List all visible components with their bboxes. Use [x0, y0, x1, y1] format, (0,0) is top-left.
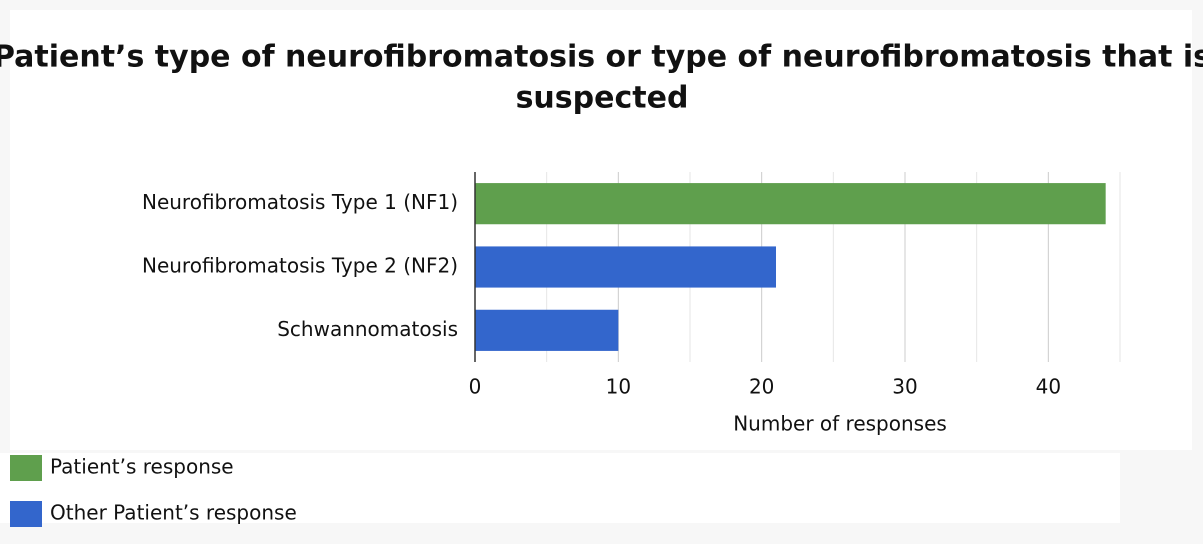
chart-title: Patient’s type of neurofibromatosis or t…: [0, 40, 1203, 75]
bar: [475, 309, 619, 351]
legend-label: Patient’s response: [50, 455, 234, 479]
y-tick-label: Schwannomatosis: [277, 317, 458, 341]
legend-swatch: [10, 455, 42, 481]
bar: [475, 246, 776, 288]
legend-label: Other Patient’s response: [50, 501, 297, 525]
x-tick-label: 10: [606, 375, 631, 399]
y-tick-label: Neurofibromatosis Type 2 (NF2): [142, 254, 458, 278]
x-tick-label: 20: [749, 375, 774, 399]
chart-panel: [10, 10, 1192, 450]
x-tick-label: 40: [1036, 375, 1061, 399]
legend-panel: [0, 453, 1120, 523]
x-tick-label: 0: [469, 375, 482, 399]
x-tick-label: 30: [892, 375, 917, 399]
legend-swatch: [10, 501, 42, 527]
y-tick-label: Neurofibromatosis Type 1 (NF1): [142, 190, 458, 214]
chart-title: suspected: [516, 81, 689, 116]
bar: [475, 183, 1106, 225]
x-axis-label: Number of responses: [733, 412, 947, 436]
